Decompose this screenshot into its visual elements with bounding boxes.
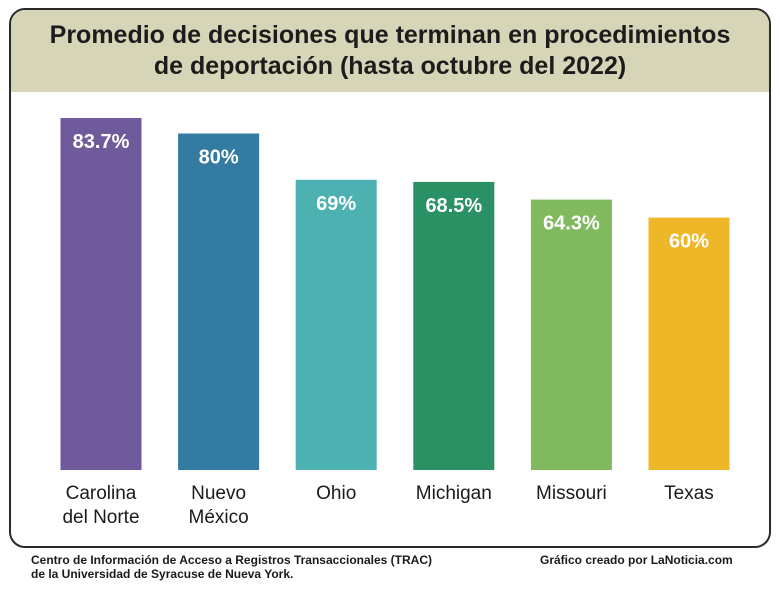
category-label-nuevo-mexico: Nuevo México	[189, 483, 249, 528]
data-label-ohio: 69%	[316, 193, 356, 215]
category-label-line: Nuevo	[191, 483, 246, 504]
bar-carolina-del-norte	[60, 118, 142, 470]
data-label-carolina-del-norte: 83.7%	[73, 131, 130, 153]
category-label-line: del Norte	[62, 507, 139, 528]
category-label-ohio: Ohio	[316, 483, 356, 504]
chart-header: Promedio de decisiones que terminan en p…	[11, 10, 769, 92]
data-label-missouri: 64.3%	[543, 213, 600, 235]
credit-note: Gráfico creado por LaNoticia.com	[540, 553, 733, 567]
bar-ohio	[295, 179, 377, 471]
source-line-2: de la Universidad de Syracuse de Nueva Y…	[31, 567, 294, 581]
source-note: Centro de Información de Acceso a Regist…	[31, 553, 432, 581]
chart-title: Promedio de decisiones que terminan en p…	[49, 21, 731, 80]
bar-michigan	[413, 181, 495, 470]
bar-texas	[648, 217, 730, 470]
data-label-michigan: 68.5%	[425, 195, 482, 217]
category-label-carolina-del-norte: Carolina del Norte	[62, 483, 139, 528]
bar-missouri	[530, 199, 612, 470]
data-label-nuevo-mexico: 80%	[199, 147, 239, 169]
category-label-line: Michigan	[416, 483, 492, 504]
chart-card: Promedio de decisiones que terminan en p…	[9, 8, 771, 548]
category-label-missouri: Missouri	[536, 483, 607, 504]
source-line-1: Centro de Información de Acceso a Regist…	[31, 553, 432, 567]
category-label-line: Ohio	[316, 483, 356, 504]
category-label-line: Missouri	[536, 483, 607, 504]
bar-chart: 83.7% Carolina del Norte 80% Nuevo México 69% O…	[60, 118, 730, 528]
data-label-texas: 60%	[669, 231, 709, 253]
bar-nuevo-mexico	[178, 133, 260, 470]
category-label-line: Texas	[664, 483, 714, 504]
category-label-texas: Texas	[664, 483, 714, 504]
category-label-line: México	[189, 507, 249, 528]
category-label-line: Carolina	[66, 483, 137, 504]
category-label-michigan: Michigan	[416, 483, 492, 504]
